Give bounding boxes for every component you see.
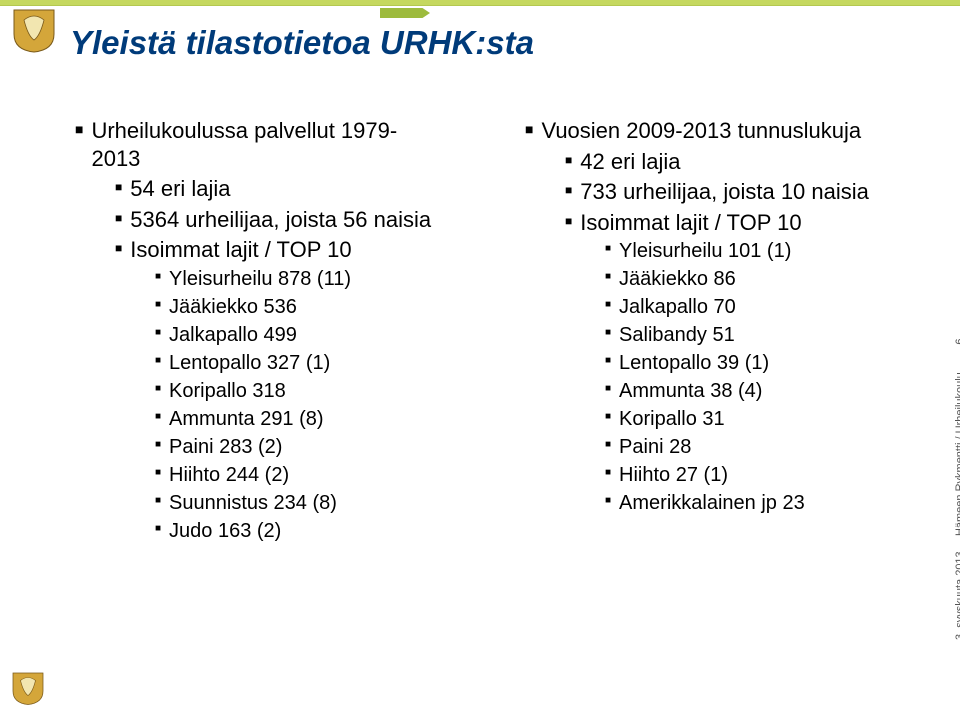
bullet-icon: ■ (605, 243, 611, 256)
text: Hiihto 27 (1) (619, 463, 728, 488)
footer-page: 6 (954, 339, 960, 345)
text: Paini 28 (619, 435, 691, 460)
text: Suunnistus 234 (8) (169, 491, 337, 516)
text: 42 eri lajia (580, 148, 680, 176)
list-item: ■ Amerikkalainen jp 23 (605, 491, 925, 516)
text: Judo 163 (2) (169, 519, 281, 544)
text: Isoimmat lajit / TOP 10 (580, 209, 801, 237)
list-item: ■ Yleisurheilu 101 (1) (605, 239, 925, 264)
list-item: ■ Lentopallo 39 (1) (605, 351, 925, 376)
list-item: ■ 42 eri lajia (565, 148, 925, 176)
text: 733 urheilijaa, joista 10 naisia (580, 178, 869, 206)
bullet-icon: ■ (605, 495, 611, 508)
text: Jääkiekko 536 (169, 295, 297, 320)
right-column: ■ Vuosien 2009-2013 tunnuslukuja ■ 42 eri … (525, 115, 925, 519)
bullet-icon: ■ (565, 183, 572, 198)
bullet-icon: ■ (155, 467, 161, 480)
text: Hiihto 244 (2) (169, 463, 289, 488)
bullet-icon: ■ (565, 153, 572, 168)
text: 54 eri lajia (130, 175, 230, 203)
footer-crest-icon (10, 670, 46, 706)
list-item: ■ Hiihto 244 (2) (155, 463, 475, 488)
bullet-icon: ■ (605, 411, 611, 424)
text: Urheilukoulussa palvellut 1979-2013 (91, 117, 431, 172)
list-item: ■ Jääkiekko 86 (605, 267, 925, 292)
text: Ammunta 38 (4) (619, 379, 762, 404)
list-item: ■ Suunnistus 234 (8) (155, 491, 475, 516)
bullet-icon: ■ (155, 299, 161, 312)
list-item: ■ Salibandy 51 (605, 323, 925, 348)
list-item: ■ 733 urheilijaa, joista 10 naisia (565, 178, 925, 206)
text: Koripallo 318 (169, 379, 286, 404)
text: Paini 283 (2) (169, 435, 282, 460)
list-item: ■ Jalkapallo 499 (155, 323, 475, 348)
list-item: ■ 54 eri lajia (115, 175, 475, 203)
list-item: ■ Jalkapallo 70 (605, 295, 925, 320)
text: Yleisurheilu 101 (1) (619, 239, 791, 264)
text: Koripallo 31 (619, 407, 725, 432)
bullet-icon: ■ (155, 523, 161, 536)
text: Jalkapallo 499 (169, 323, 297, 348)
text: Lentopallo 39 (1) (619, 351, 769, 376)
bullet-icon: ■ (605, 299, 611, 312)
bullet-icon: ■ (115, 241, 122, 256)
page-title: Yleistä tilastotietoa URHK:sta (70, 24, 534, 62)
slide: Yleistä tilastotietoa URHK:sta ■ Urheiluk… (0, 0, 960, 716)
list-item: ■ Yleisurheilu 878 (11) (155, 267, 475, 292)
text: Jääkiekko 86 (619, 267, 736, 292)
crest-logo-icon (10, 6, 58, 54)
text: Amerikkalainen jp 23 (619, 491, 805, 516)
list-item: ■ Isoimmat lajit / TOP 10 (115, 236, 475, 264)
list-item: ■ Judo 163 (2) (155, 519, 475, 544)
side-footer: 3. syyskuuta 2013 Hämeen Rykmentti / Urh… (954, 260, 960, 640)
list-item: ■ Jääkiekko 536 (155, 295, 475, 320)
bullet-icon: ■ (605, 467, 611, 480)
bullet-icon: ■ (115, 180, 122, 195)
bullet-icon: ■ (155, 495, 161, 508)
footer-date: 3. syyskuuta 2013 (954, 551, 960, 640)
bullet-icon: ■ (115, 211, 122, 226)
bullet-icon: ■ (155, 411, 161, 424)
bullet-icon: ■ (565, 214, 572, 229)
list-item: ■ 5364 urheilijaa, joista 56 naisia (115, 206, 475, 234)
bullet-icon: ■ (605, 383, 611, 396)
text: Salibandy 51 (619, 323, 735, 348)
list-item: ■ Ammunta 38 (4) (605, 379, 925, 404)
list-item: ■ Paini 28 (605, 435, 925, 460)
text: Lentopallo 327 (1) (169, 351, 330, 376)
top-band (0, 0, 960, 6)
bullet-icon: ■ (155, 383, 161, 396)
bullet-icon: ■ (525, 121, 533, 139)
list-item: ■ Hiihto 27 (1) (605, 463, 925, 488)
text: Isoimmat lajit / TOP 10 (130, 236, 351, 264)
list-item: ■ Paini 283 (2) (155, 435, 475, 460)
footer-org: Hämeen Rykmentti / Urheilukoulu (954, 372, 960, 536)
list-item: ■ Koripallo 318 (155, 379, 475, 404)
bullet-icon: ■ (605, 271, 611, 284)
bullet-icon: ■ (155, 355, 161, 368)
bullet-icon: ■ (605, 355, 611, 368)
text: Jalkapallo 70 (619, 295, 736, 320)
left-column: ■ Urheilukoulussa palvellut 1979-2013 ■ 54… (75, 115, 475, 547)
text: Ammunta 291 (8) (169, 407, 324, 432)
list-item: ■ Koripallo 31 (605, 407, 925, 432)
list-item: ■ Urheilukoulussa palvellut 1979-2013 (75, 117, 475, 172)
list-item: ■ Ammunta 291 (8) (155, 407, 475, 432)
bullet-icon: ■ (605, 327, 611, 340)
text: Yleisurheilu 878 (11) (169, 267, 351, 292)
list-item: ■ Vuosien 2009-2013 tunnuslukuja (525, 117, 925, 145)
list-item: ■ Isoimmat lajit / TOP 10 (565, 209, 925, 237)
text: 5364 urheilijaa, joista 56 naisia (130, 206, 431, 234)
text: Vuosien 2009-2013 tunnuslukuja (541, 117, 861, 145)
ribbon-icon (380, 8, 430, 18)
bullet-icon: ■ (155, 271, 161, 284)
list-item: ■ Lentopallo 327 (1) (155, 351, 475, 376)
bullet-icon: ■ (155, 439, 161, 452)
bullet-icon: ■ (155, 327, 161, 340)
bullet-icon: ■ (605, 439, 611, 452)
bullet-icon: ■ (75, 121, 83, 139)
